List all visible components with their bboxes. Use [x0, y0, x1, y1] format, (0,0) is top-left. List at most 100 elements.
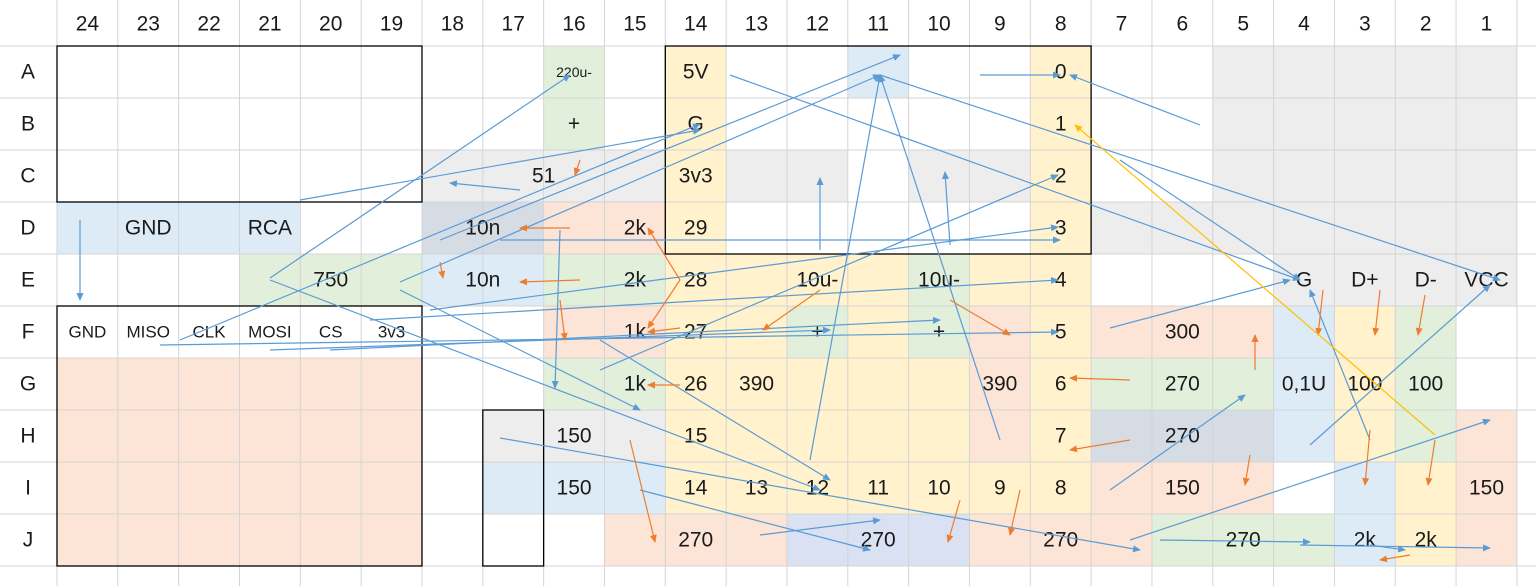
row-label-G: G	[20, 373, 36, 396]
column-header-22: 22	[197, 13, 220, 36]
cell-fill-G8	[1030, 358, 1092, 410]
merged-cell-label: 270	[678, 529, 713, 552]
cell-fill-G2	[1395, 358, 1457, 410]
cell-fill-G9	[969, 358, 1031, 410]
cell-fill-G11	[847, 358, 909, 410]
connection-arrow	[1425, 439, 1436, 486]
row-label-A: A	[21, 61, 35, 84]
row-label-E: E	[21, 269, 35, 292]
cell-label-H14: 15	[684, 425, 707, 448]
cell-label-A16: 220u-	[556, 64, 592, 80]
column-header-24: 24	[76, 13, 100, 36]
connection-arrow	[438, 261, 446, 279]
column-header-6: 6	[1177, 13, 1189, 36]
cell-fill-H13	[726, 410, 787, 462]
connection-arrow	[1109, 278, 1291, 329]
orange-connection-arrows	[438, 159, 1436, 563]
cell-fill-H4	[1273, 410, 1335, 462]
connection-arrow	[1159, 538, 1311, 546]
cell-label-D15: 2k	[624, 217, 647, 240]
column-header-11: 11	[867, 13, 889, 36]
connection-arrow	[329, 316, 941, 351]
column-header-12: 12	[806, 13, 829, 36]
row-label-H: H	[20, 425, 35, 448]
cell-label-E2: D-	[1415, 269, 1437, 292]
connection-arrow	[809, 74, 883, 461]
cell-label-G8: 6	[1055, 373, 1067, 396]
connection-arrow	[879, 74, 1501, 282]
cell-label-G3: 100	[1347, 373, 1382, 396]
cell-label-C8: 2	[1055, 165, 1067, 188]
merged-cell-fill	[1091, 306, 1274, 358]
column-header-4: 4	[1298, 13, 1310, 36]
cell-label-I8: 8	[1055, 477, 1067, 500]
cell-fill-A16	[543, 46, 605, 98]
cell-fill-H3	[1334, 410, 1396, 462]
cell-fill-D21	[239, 202, 301, 254]
connection-arrow	[1309, 284, 1491, 446]
connection-arrow	[369, 276, 1059, 321]
merged-cell-label: 150	[557, 477, 592, 500]
cell-label-D8: 3	[1055, 217, 1067, 240]
merged-cell-fill	[482, 462, 666, 514]
connection-arrow	[639, 489, 871, 552]
cell-label-G13: 390	[739, 373, 774, 396]
row-label-I: I	[25, 477, 31, 500]
cell-fill-D14	[665, 202, 727, 254]
cell-fill-E11	[847, 254, 909, 306]
connection-arrow	[269, 74, 571, 279]
cell-fill-E14	[665, 254, 727, 306]
cell-fill-I1	[1456, 462, 1517, 514]
column-header-15: 15	[623, 13, 646, 36]
connection-arrow	[941, 171, 951, 246]
cell-label-E1: VCC	[1464, 269, 1508, 292]
cell-fill-B16	[543, 98, 605, 150]
cell-fill-I13	[726, 462, 787, 514]
column-header-3: 3	[1359, 13, 1371, 36]
cell-label-J3: 2k	[1354, 529, 1377, 552]
column-header-1: 1	[1481, 13, 1493, 36]
column-header-20: 20	[319, 13, 342, 36]
cell-fill-H1	[1456, 410, 1517, 462]
cell-labels: 220u-+5VG3v3292827261514012345678RCA2k2k…	[248, 61, 1509, 552]
cell-label-I12: 12	[806, 477, 829, 500]
cell-fill-F11	[847, 306, 909, 358]
cell-fill-I9	[969, 462, 1031, 514]
cell-label-I11: 11	[867, 477, 889, 500]
cell-fill-C9	[969, 150, 1031, 202]
connection-arrow	[1372, 289, 1381, 336]
connection-arrow	[551, 229, 561, 389]
cell-label-E14: 28	[684, 269, 707, 292]
cell-label-D21: RCA	[248, 217, 292, 240]
connection-arrow	[449, 180, 521, 191]
merged-cell-label: 300	[1165, 321, 1200, 344]
cell-label-A14: 5V	[683, 61, 709, 84]
column-header-14: 14	[684, 13, 708, 36]
connection-arrow	[629, 439, 657, 543]
cell-fill-F4	[1273, 306, 1335, 358]
merged-cell-fill	[604, 514, 787, 566]
cell-fill-J2	[1395, 514, 1457, 566]
cell-fill-H9	[969, 410, 1031, 462]
header-pin-gnd: GND	[69, 323, 107, 342]
merged-cell-label: 10n	[465, 217, 500, 240]
cell-label-F12: +	[811, 321, 823, 344]
cell-label-B8: 1	[1055, 113, 1067, 136]
merged-cell-fill	[239, 254, 422, 306]
connection-arrow	[949, 299, 1011, 336]
cell-label-E8: 4	[1055, 269, 1067, 292]
merged-cell-label: 51	[532, 165, 555, 188]
connection-arrow	[399, 289, 641, 411]
connection-arrow	[429, 224, 1059, 311]
cell-label-H8: 7	[1055, 425, 1067, 448]
connection-arrow	[559, 299, 568, 341]
cell-fill-E12	[786, 254, 848, 306]
cell-label-J2: 2k	[1415, 529, 1438, 552]
row-label-F: F	[22, 321, 35, 344]
column-headers: 24 23 22 21 20 19 18 17 16 15 14 13 12 11 10 9 8 7 6 5 4 3 2 1	[76, 13, 1493, 36]
connection-arrow	[269, 326, 831, 351]
merged-cell-label: 10n	[465, 269, 500, 292]
cell-fill-G12	[786, 358, 848, 410]
